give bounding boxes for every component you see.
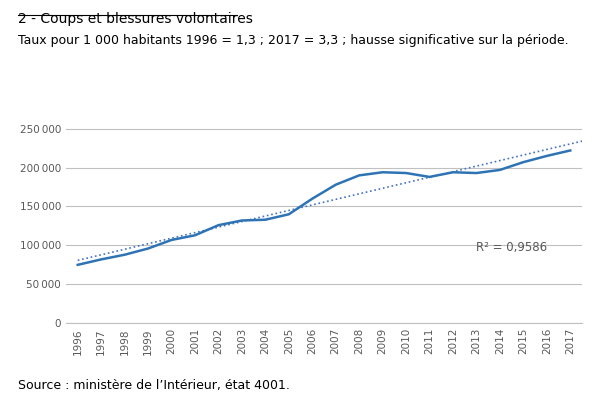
Text: Source : ministère de l’Intérieur, état 4001.: Source : ministère de l’Intérieur, état … xyxy=(18,379,290,392)
Text: Taux pour 1 000 habitants 1996 = 1,3 ; 2017 = 3,3 ; hausse significative sur la : Taux pour 1 000 habitants 1996 = 1,3 ; 2… xyxy=(18,34,569,47)
Text: 2 - Coups et blessures volontaires: 2 - Coups et blessures volontaires xyxy=(18,12,253,26)
Text: R² = 0,9586: R² = 0,9586 xyxy=(476,241,548,254)
